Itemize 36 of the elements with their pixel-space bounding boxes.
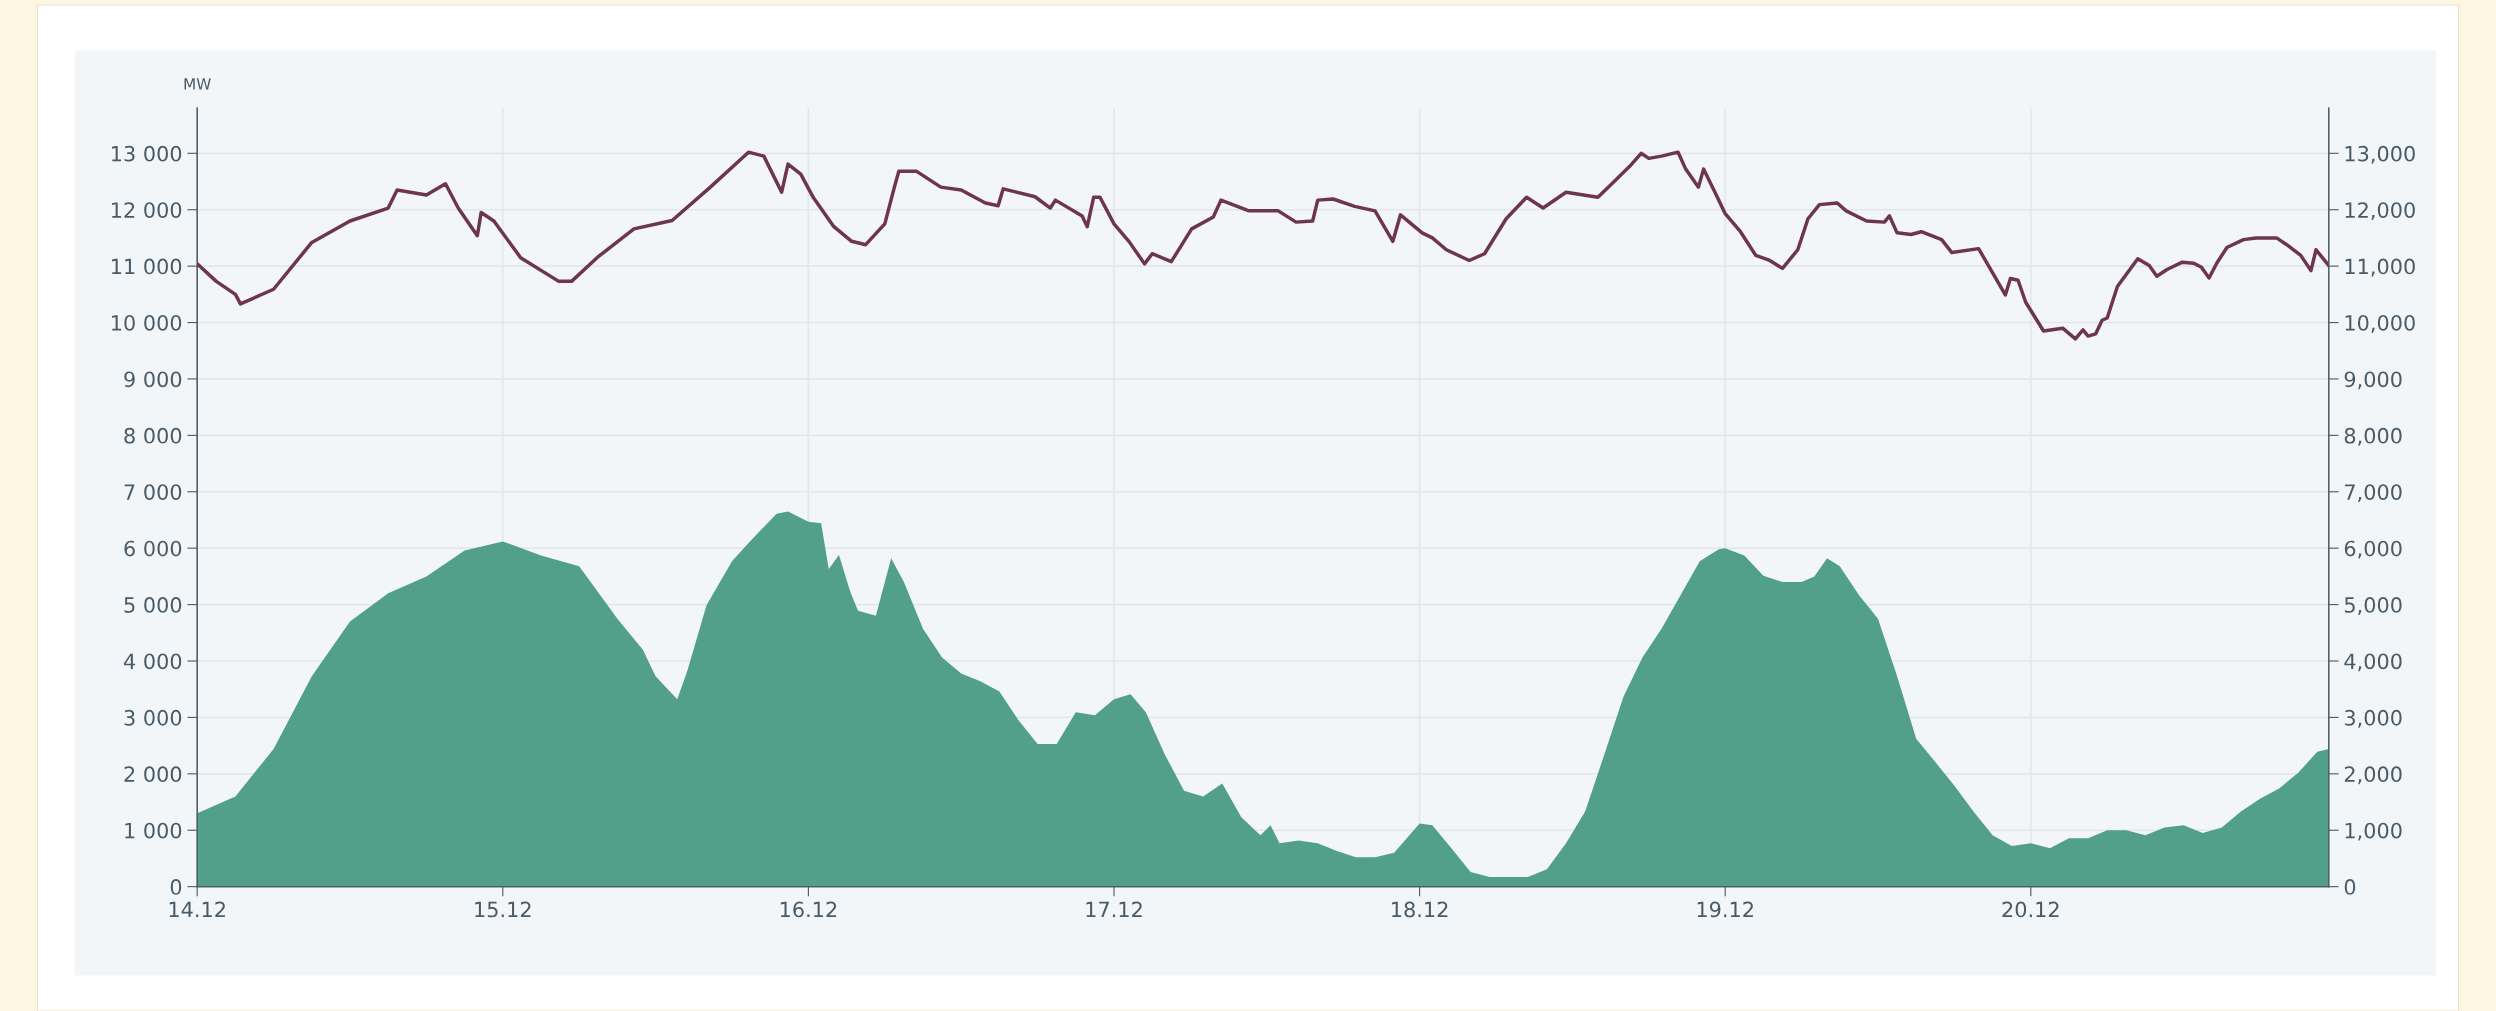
x-tick-label: 19.12 [1697,901,1753,918]
y2-tick-label: 11,000 [2345,258,2415,277]
y-tick-label: 2 000 [124,766,182,783]
y-tick-label: 10 000 [111,314,182,331]
y-tick-label: 8 000 [124,427,182,444]
x-tick-label: 18.12 [1392,901,1448,918]
y2-tick-label: 2,000 [2344,766,2402,785]
y-axis-title: MW [184,78,211,90]
y2-tick-label: 12,000 [2345,202,2415,221]
y-tick-label: 11 000 [111,258,182,275]
x-tick-label: 16.12 [780,901,837,918]
y2-tick-label: 10,000 [2345,314,2415,333]
y-tick-label: 13 000 [111,145,182,162]
y2-tick-label: 4,000 [2344,653,2402,672]
y-tick-label: 9 000 [124,371,182,388]
x-tick-label: 17.12 [1086,901,1142,918]
y2-tick-label: 3,000 [2344,709,2402,728]
y2-tick-label: 8,000 [2344,427,2402,446]
y-tick-label: 1 000 [125,822,182,839]
x-tick-label: 15.12 [475,901,531,918]
y-tick-label: 12 000 [111,202,182,218]
y2-tick-label: 9,000 [2344,371,2402,390]
y2-tick-label: 6,000 [2344,540,2402,559]
y2-tick-label: 5,000 [2344,597,2402,615]
x-tick-label: 14.12 [169,901,225,918]
x-tick-label: 20.12 [2002,901,2059,918]
y2-tick-label: 1,000 [2345,822,2402,841]
y-tick-label: 3 000 [124,709,182,726]
y-tick-label: 5 000 [124,597,182,613]
y-tick-label: 4 000 [123,653,182,670]
y-tick-label: 6 000 [124,540,182,557]
y2-tick-label: 7,000 [2345,484,2402,503]
y-tick-label: 0 [170,879,182,895]
y2-tick-label: 13,000 [2345,145,2415,164]
y2-tick-label: 0 [2344,879,2356,895]
y-tick-label: 7 000 [124,484,182,500]
